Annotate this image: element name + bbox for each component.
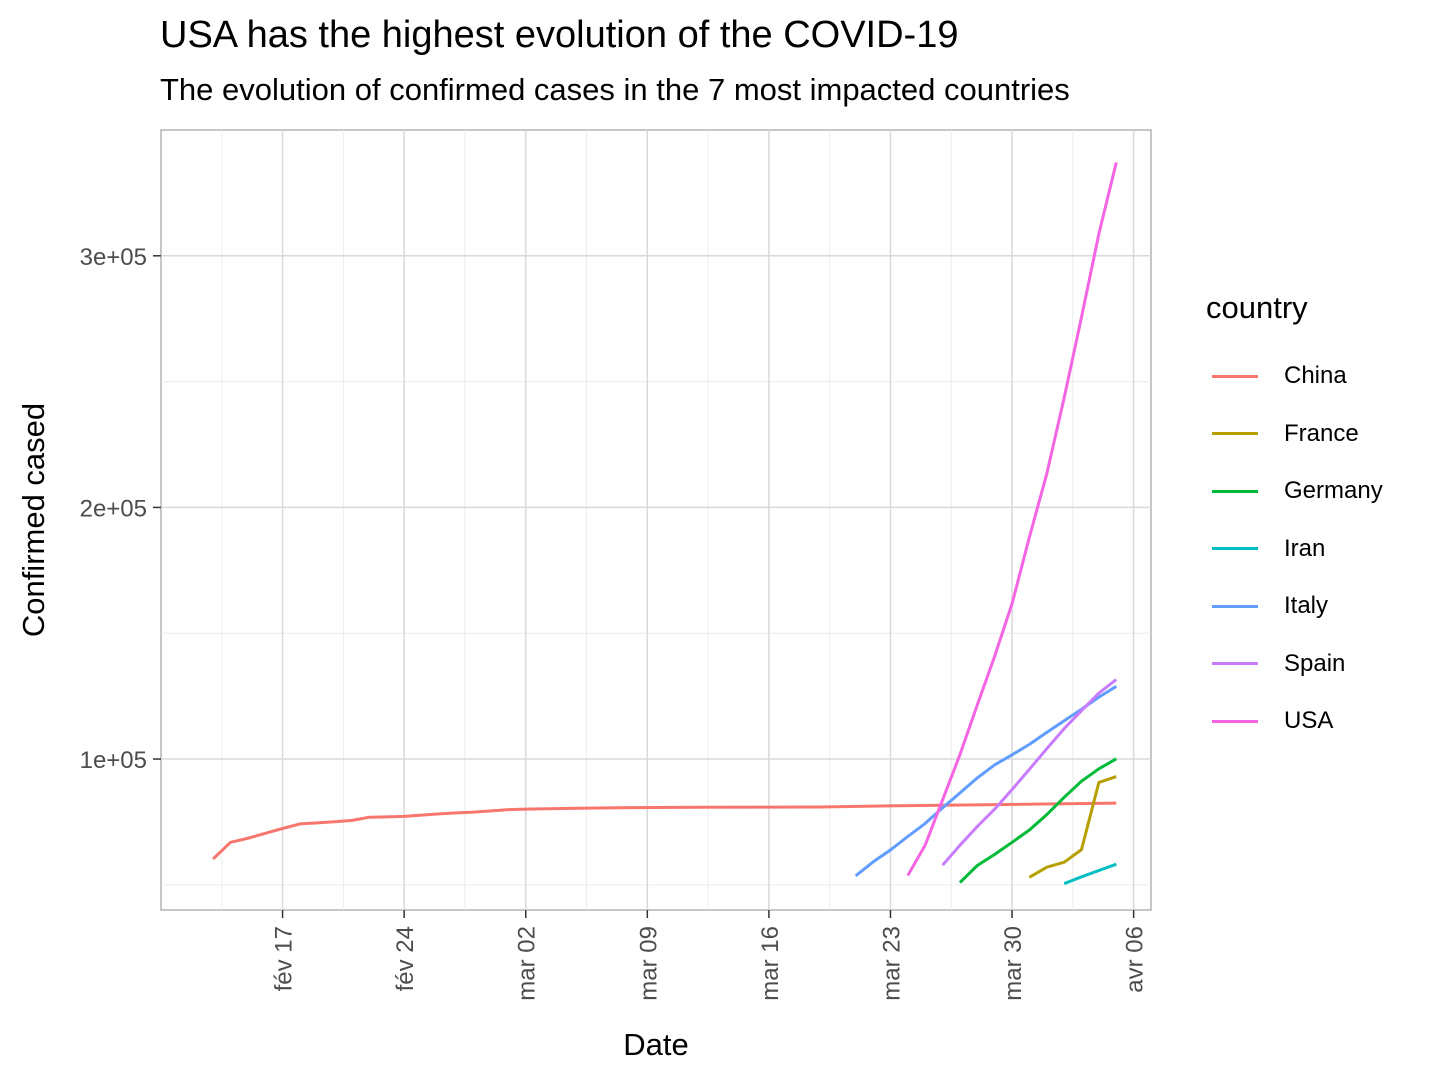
legend-swatch [1212,374,1258,378]
series-line-france [1028,775,1117,879]
y-axis: 1e+05 2e+05 3e+05 [80,244,161,774]
series-line-germany [958,757,1118,884]
legend-swatch [1212,662,1258,665]
legend-item-spain: Spain [1212,644,1345,684]
legend-item-iran: Iran [1212,529,1325,569]
y-tick-label: 1e+05 [80,747,147,774]
legend-item-china: China [1212,356,1347,396]
series-line-china [212,801,1117,860]
x-tick-label: mar 02 [514,926,541,1001]
series-line-iran [1063,862,1117,885]
plot-panel [160,129,1152,911]
y-tick-label: 2e+05 [80,495,147,522]
legend-swatch [1212,489,1258,493]
x-tick-label: fév 24 [392,926,419,991]
legend-label: Iran [1284,534,1326,562]
x-tick-label: mar 23 [878,926,905,1001]
x-tick-label: mar 16 [757,926,784,1001]
y-axis-title: Confirmed cased [16,403,51,637]
x-tick-label: mar 30 [1000,926,1027,1001]
legend-label: China [1284,362,1347,389]
legend-swatch [1212,547,1258,550]
series-lines [212,162,1118,885]
x-axis: fév 17 fév 24 mar 02 mar 09 mar 16 mar 23 mar … [271,910,1149,1001]
x-tick-label: mar 09 [635,926,662,1001]
legend-label: USA [1284,707,1334,734]
legend-item-france: France [1212,414,1359,454]
legend-item-usa: USA [1212,701,1333,741]
legend-swatch [1212,719,1258,723]
x-tick-label: avr 06 [1122,926,1149,993]
legend-swatch [1212,604,1258,608]
legend-label: Germany [1284,477,1383,504]
series-line-italy [854,685,1118,877]
legend-item-italy: Italy [1212,586,1328,626]
x-axis-title: Date [623,1027,688,1062]
series-line-spain [941,678,1118,867]
minor-gridlines [161,130,1151,910]
legend-label: Italy [1284,592,1329,619]
legend-title: country [1206,290,1308,325]
x-tick-label: fév 17 [271,926,298,991]
legend-item-germany: Germany [1212,471,1383,511]
chart-subtitle: The evolution of confirmed cases in the … [160,72,1070,107]
legend-label: Spain [1284,649,1346,677]
major-gridlines [161,130,1151,910]
series-line-usa [906,162,1118,877]
legend-swatch [1212,432,1258,435]
y-tick-label: 3e+05 [80,244,147,271]
chart-title: USA has the highest evolution of the COV… [160,14,959,56]
legend-label: France [1284,419,1359,447]
